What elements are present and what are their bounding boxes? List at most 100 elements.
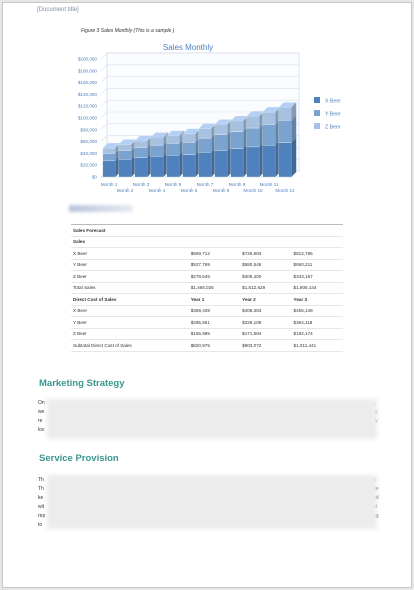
row-label: Sales (71, 236, 189, 248)
year-value: Year 1 (188, 293, 241, 306)
year-value: $1,612,629 (240, 282, 292, 294)
year-value: $812,765 (291, 247, 343, 260)
chart-gridline (100, 52, 108, 60)
bar-segment-top (214, 119, 233, 125)
bar-segment (166, 155, 180, 178)
paragraph-fragment: Th (38, 477, 44, 483)
bar-segment (118, 150, 132, 160)
bar-segment (230, 148, 244, 178)
chart-gridline (100, 76, 108, 83)
table-row: Y Beer $295,551 $325,106 $364,118 (71, 316, 343, 329)
chart-x-tick-label: Month 8 (213, 188, 230, 193)
chart-x-tick-label: Month 9 (229, 182, 246, 187)
year-value: $820,975 (188, 339, 241, 352)
year-value: $455,149 (291, 305, 343, 317)
table-row: Total Sales $1,466,026 $1,612,629 $1,806,14… (71, 282, 343, 294)
bar-segment-top (134, 136, 153, 142)
bar-segment (150, 156, 164, 178)
table-row: Z Beer $278,545 $306,400 $343,167 (71, 270, 343, 283)
section-heading-service: Service Provision (39, 453, 119, 464)
bar-segment (214, 124, 228, 135)
bar-segment (134, 157, 148, 178)
bar-segment-top (118, 139, 137, 145)
bar-segment-top (230, 115, 249, 121)
redacted-paragraph (47, 475, 377, 529)
year-value: $650,211 (291, 259, 343, 271)
year-value (291, 236, 343, 248)
document-title[interactable]: [Document title] (37, 7, 79, 13)
year-value: Year 3 (291, 293, 343, 306)
chart-title: Sales Monthly (163, 43, 213, 52)
legend-label: X Beer (325, 99, 341, 105)
row-label: Y Beer (71, 259, 189, 271)
year-value: $659,712 (188, 247, 241, 260)
bar-segment (246, 127, 260, 148)
table-row: X Beer $659,712 $725,683 $812,765 (71, 247, 343, 260)
bar-segment-side (291, 137, 297, 177)
chart-gridline (100, 99, 108, 107)
bar-segment (118, 159, 132, 178)
bar-segment (102, 147, 116, 154)
year-value: $278,545 (188, 270, 241, 283)
year-value: $306,400 (240, 270, 292, 283)
bar-segment-top (246, 111, 265, 117)
bar-segment-top (102, 143, 121, 149)
row-label: Z Beer (71, 270, 189, 283)
chart-y-tick-label: $120,000 (78, 104, 98, 109)
year-value: $364,118 (291, 316, 343, 329)
bar-segment-side (291, 102, 297, 121)
chart-y-tick-label: $160,000 (78, 80, 98, 85)
chart-x-tick-label: Month 5 (165, 182, 182, 187)
bar-segment (198, 152, 212, 178)
bar-segment (102, 153, 116, 161)
bar-segment (278, 120, 292, 143)
year-value: $295,551 (188, 316, 241, 329)
bar-segment (198, 128, 212, 139)
year-value: $1,466,026 (188, 282, 241, 294)
bar-segment (102, 160, 116, 178)
chart-y-tick-label: $80,000 (80, 127, 97, 132)
bar-segment (214, 150, 228, 178)
table-title: Sales Forecast (71, 224, 343, 237)
bar-segment-top (182, 128, 201, 134)
bar-segment (262, 111, 276, 125)
chart-gridline (100, 135, 108, 142)
row-label: Direct Cost of Sales (71, 293, 189, 306)
chart-y-tick-label: $180,000 (78, 68, 98, 73)
chart-gridline (100, 64, 108, 72)
redacted-paragraph (47, 399, 377, 439)
legend-swatch (314, 110, 320, 116)
bar-segment-top (262, 107, 281, 113)
bar-segment (182, 133, 196, 143)
paragraph-fragment: we (38, 409, 45, 415)
figure-caption: Figure 3 Sales Monthly (This is a sample… (81, 28, 175, 34)
year-value: Year 2 (240, 293, 292, 306)
bar-segment (214, 134, 228, 151)
chart-x-tick-label: Month 4 (149, 188, 166, 193)
legend-swatch (314, 123, 320, 129)
chart-bars (102, 102, 297, 178)
sales-monthly-chart: Sales Monthly $0 $20,000 $40,000 $60,000 $80… (78, 43, 341, 193)
paragraph-fragment: to (38, 522, 43, 528)
year-value: $1,011,441 (291, 339, 343, 352)
chart-gridline (100, 123, 108, 131)
bar-segment (198, 137, 212, 153)
bar-segment (278, 142, 292, 178)
table-row: X Beer $369,439 $406,383 $455,149 (71, 305, 343, 317)
paragraph-fragment: re (38, 418, 43, 424)
paragraph-fragment: rep (38, 513, 46, 519)
row-label: X Beer (71, 305, 189, 317)
table-section-header: Direct Cost of Sales Year 1 Year 2 Year 3 (71, 293, 343, 306)
chart-x-tick-label: Month 12 (275, 188, 295, 193)
chart-x-tick-label: Month 7 (197, 182, 214, 187)
chart-legend: X Beer Y Beer Z Beer (314, 97, 341, 131)
bar-segment-side (291, 115, 297, 143)
table-row: Z Beer $155,985 $171,584 $192,174 (71, 328, 343, 340)
year-value: $192,174 (291, 328, 343, 340)
legend-label: Y Beer (325, 112, 341, 118)
paragraph-fragment: ke (38, 495, 44, 501)
bar-segment (134, 147, 148, 158)
chart-x-tick-label: Month 6 (181, 188, 198, 193)
